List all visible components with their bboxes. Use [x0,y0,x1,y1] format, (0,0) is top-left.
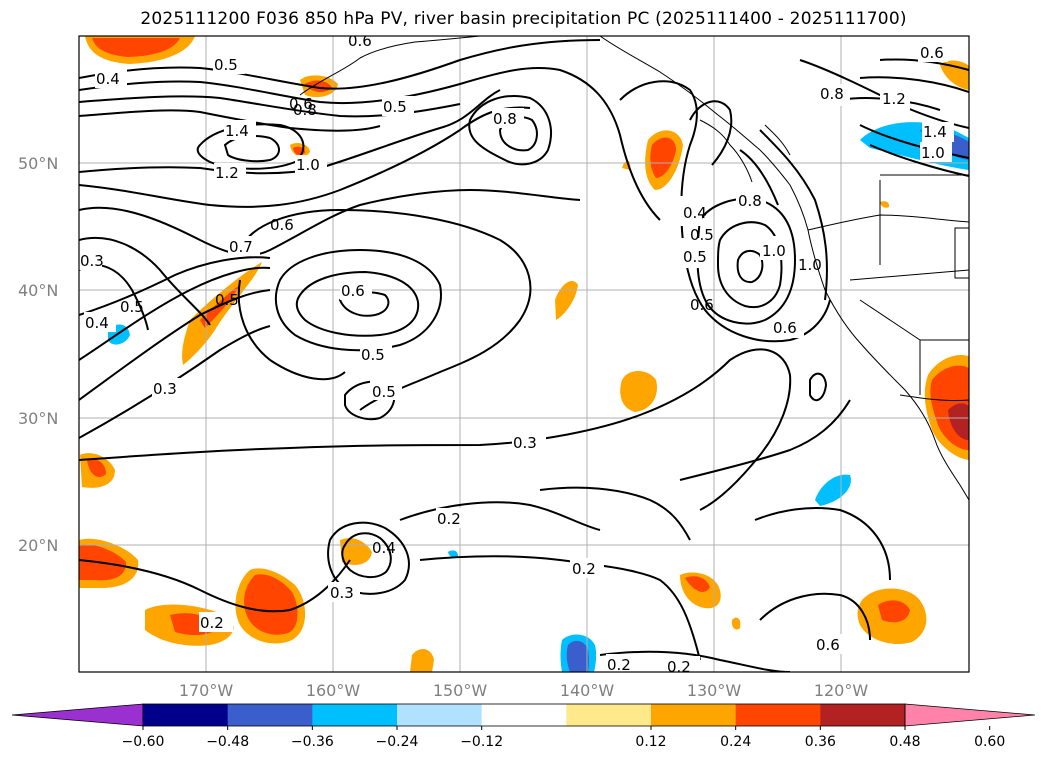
colorbar-tick-label: −0.48 [206,734,249,750]
colorbar-tick-label: 0.48 [889,734,920,750]
contour-label: 1.4 [225,122,249,140]
contour-label: 0.4 [683,204,707,222]
colorbar-tick-label: 0.24 [720,734,751,750]
lat-label-40: 40°N [18,281,58,300]
lon-label-140w: 140°W [560,681,615,700]
coastlines [299,36,969,501]
contour-label: 0.8 [820,85,844,103]
lon-label-130w: 130°W [687,681,742,700]
colorbar-segment [566,704,652,726]
lat-label-50: 50°N [18,154,58,173]
contour-label: 0.5 [361,346,385,364]
contour-label: 0.5 [214,56,238,74]
contour-label: 1.0 [762,242,786,260]
contour-label: 0.3 [513,434,537,452]
colorbar-tick-label: −0.24 [376,734,419,750]
colorbar-segment [481,704,567,726]
contour-label: 0.6 [773,319,797,337]
contour-label: 0.3 [80,252,104,270]
colorbar-segment [651,704,737,726]
contour-label: 0.3 [153,380,177,398]
colorbar-segment [820,704,906,726]
map-area: 0.4 0.5 0.6 0.6 0.8 0.5 1.4 1.2 1.0 0.8 … [79,32,969,676]
colorbar-tick-label: −0.60 [122,734,165,750]
lat-label-30: 30°N [18,409,58,428]
colorbar-tick-label: −0.36 [291,734,334,750]
contour-label: 0.5 [215,291,239,309]
contour-label: 1.4 [923,123,947,141]
contour-label: 0.8 [493,110,517,128]
contour-label: 0.6 [270,216,294,234]
contour-label: 0.3 [330,584,354,602]
map-frame [78,35,970,673]
contour-label: 0.5 [383,98,407,116]
contour-label: 0.5 [690,226,714,244]
lon-labels: 170°W 160°W 150°W 140°W 130°W 120°W [179,681,869,700]
colorbar: −0.60 −0.48 −0.36 −0.24 −0.12 0.12 0.24 0.36 0.4… [11,703,1036,750]
contour-label: 0.6 [690,296,714,314]
contour-label: 0.4 [372,539,396,557]
contour-label: 0.6 [816,636,840,654]
contour-label: 0.2 [572,560,596,578]
colorbar-segment [735,704,821,726]
contour-label: 0.8 [738,192,762,210]
contour-label: 0.2 [667,658,691,676]
contour-label: 0.2 [200,614,224,632]
contour-label: 0.2 [437,510,461,528]
colorbar-segment [312,704,398,726]
contour-label: 0.6 [289,95,313,113]
contour-label: 1.0 [296,156,320,174]
contour-label: 0.5 [683,248,707,266]
contour-label: 0.4 [85,314,109,332]
contour-label: 1.0 [921,144,945,162]
contour-label: 1.2 [215,164,239,182]
lat-label-20: 20°N [18,536,58,555]
colorbar-extend-high [904,703,1036,727]
lon-label-150w: 150°W [433,681,488,700]
colorbar-frame [142,703,906,727]
contour-label: 0.6 [348,32,372,50]
contour-label: 1.2 [882,90,906,108]
colorbar-segment [397,704,483,726]
colorbar-extend-low [11,703,144,727]
colorbar-tick-label: 0.60 [974,734,1005,750]
colorbar-segment [143,704,229,726]
lon-label-170w: 170°W [179,681,234,700]
contour-label: 0.5 [120,298,144,316]
contour-label: 0.4 [96,70,120,88]
contour-label: 1.0 [798,256,822,274]
colorbar-segment [227,704,313,726]
colorbar-tick-label: 0.12 [635,734,666,750]
contour-label: 0.5 [372,383,396,401]
contour-label: 0.8 [293,101,317,119]
lon-label-160w: 160°W [306,681,361,700]
colorbar-tick-label: 0.36 [805,734,836,750]
lat-labels: 50°N 40°N 30°N 20°N [18,154,58,555]
contour-labels: 0.4 0.5 0.6 0.6 0.8 0.5 1.4 1.2 1.0 0.8 … [79,32,954,676]
contour-label: 0.6 [920,44,944,62]
lon-label-120w: 120°W [814,681,869,700]
contour-label: 0.6 [341,282,365,300]
contour-label: 0.2 [607,656,631,674]
contour-label: 0.7 [229,238,253,256]
colorbar-tick-label: −0.12 [460,734,503,750]
map-title: 2025111200 F036 850 hPa PV, river basin … [140,9,907,29]
